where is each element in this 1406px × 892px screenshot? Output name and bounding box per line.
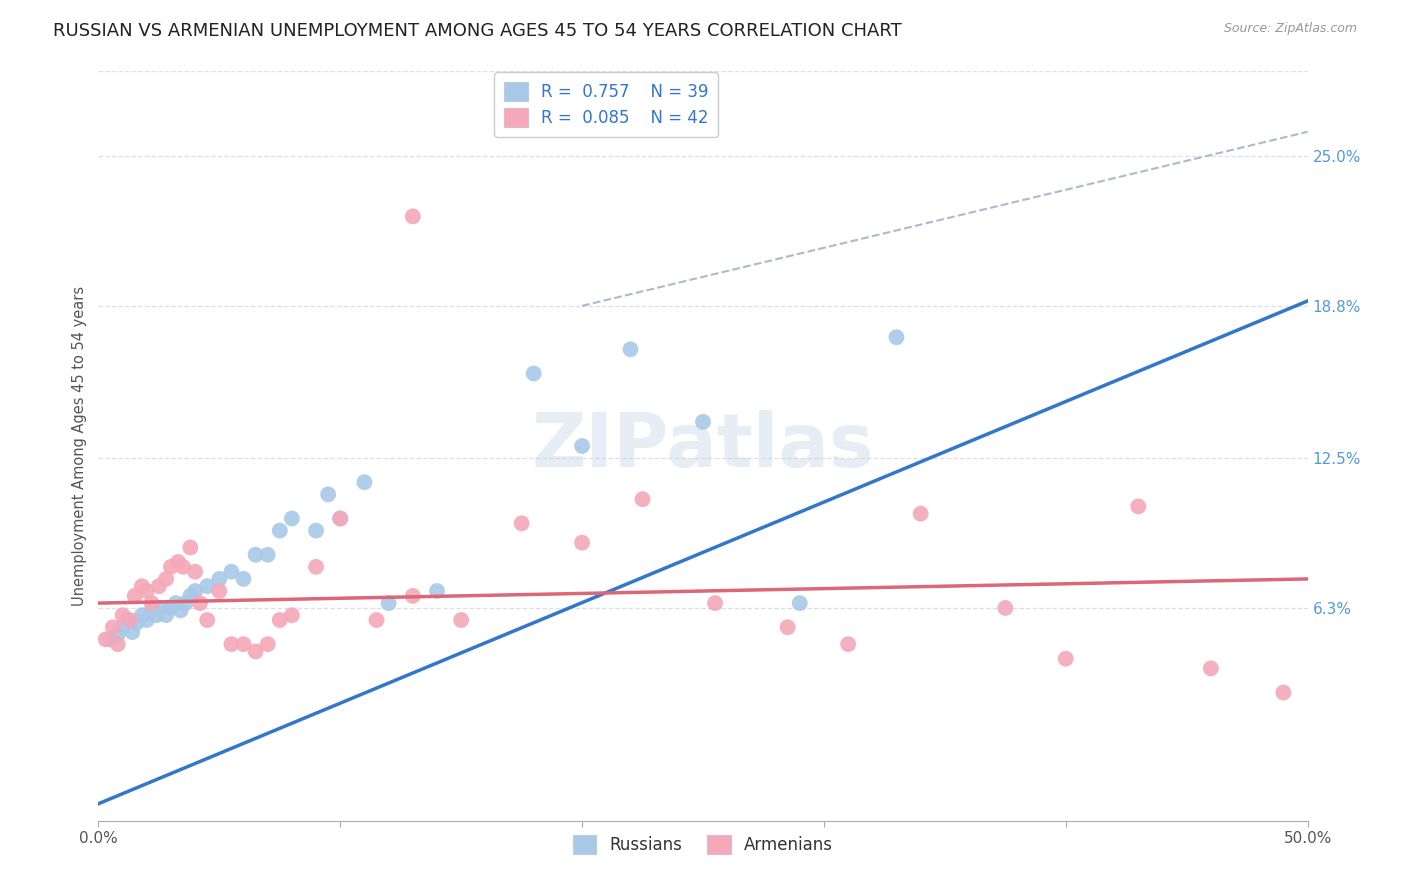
Point: [269, 613, 291, 627]
Point: [316, 487, 339, 501]
Point: [172, 559, 194, 574]
Point: [167, 555, 190, 569]
Point: [121, 625, 143, 640]
Point: [145, 608, 167, 623]
Text: Source: ZipAtlas.com: Source: ZipAtlas.com: [1223, 22, 1357, 36]
Point: [118, 613, 141, 627]
Point: [101, 620, 124, 634]
Point: [245, 548, 267, 562]
Point: [281, 511, 304, 525]
Point: [107, 627, 129, 641]
Point: [221, 637, 243, 651]
Point: [160, 601, 183, 615]
Point: [789, 596, 811, 610]
Point: [994, 601, 1017, 615]
Point: [329, 511, 352, 525]
Point: [377, 596, 399, 610]
Point: [245, 644, 267, 658]
Point: [571, 439, 593, 453]
Point: [111, 620, 134, 634]
Point: [150, 601, 173, 615]
Point: [135, 613, 157, 627]
Point: [184, 584, 207, 599]
Point: [776, 620, 799, 634]
Point: [127, 615, 149, 630]
Point: [692, 415, 714, 429]
Point: [155, 608, 177, 623]
Point: [232, 572, 254, 586]
Point: [704, 596, 727, 610]
Point: [124, 589, 146, 603]
Point: [135, 584, 157, 599]
Point: [450, 613, 472, 627]
Point: [305, 559, 328, 574]
Point: [174, 596, 197, 610]
Point: [1054, 651, 1077, 665]
Point: [402, 210, 425, 224]
Point: [107, 637, 129, 651]
Y-axis label: Unemployment Among Ages 45 to 54 years: Unemployment Among Ages 45 to 54 years: [72, 286, 87, 606]
Point: [269, 524, 291, 538]
Point: [184, 565, 207, 579]
Point: [117, 613, 139, 627]
Point: [160, 559, 183, 574]
Point: [1199, 661, 1222, 675]
Point: [837, 637, 859, 651]
Point: [100, 632, 122, 647]
Text: ZIPatlas: ZIPatlas: [531, 409, 875, 483]
Point: [510, 516, 533, 531]
Point: [523, 367, 546, 381]
Point: [208, 572, 231, 586]
Point: [353, 475, 375, 490]
Point: [281, 608, 304, 623]
Point: [329, 511, 352, 525]
Point: [256, 548, 278, 562]
Point: [195, 613, 218, 627]
Point: [631, 492, 654, 507]
Point: [94, 632, 117, 647]
Point: [195, 579, 218, 593]
Point: [169, 603, 191, 617]
Point: [131, 579, 153, 593]
Point: [256, 637, 278, 651]
Point: [208, 584, 231, 599]
Point: [165, 596, 187, 610]
Point: [402, 589, 425, 603]
Point: [1272, 685, 1295, 699]
Point: [619, 343, 641, 357]
Point: [148, 579, 170, 593]
Point: [188, 596, 211, 610]
Point: [886, 330, 908, 344]
Point: [141, 596, 163, 610]
Point: [131, 608, 153, 623]
Point: [232, 637, 254, 651]
Point: [366, 613, 388, 627]
Point: [426, 584, 449, 599]
Point: [1128, 500, 1150, 514]
Point: [305, 524, 328, 538]
Point: [179, 541, 201, 555]
Point: [141, 603, 163, 617]
Point: [910, 507, 932, 521]
Legend: Russians, Armenians: Russians, Armenians: [567, 829, 839, 861]
Point: [111, 608, 134, 623]
Point: [571, 535, 593, 549]
Text: RUSSIAN VS ARMENIAN UNEMPLOYMENT AMONG AGES 45 TO 54 YEARS CORRELATION CHART: RUSSIAN VS ARMENIAN UNEMPLOYMENT AMONG A…: [53, 22, 903, 40]
Point: [221, 565, 243, 579]
Point: [179, 589, 201, 603]
Point: [155, 572, 177, 586]
